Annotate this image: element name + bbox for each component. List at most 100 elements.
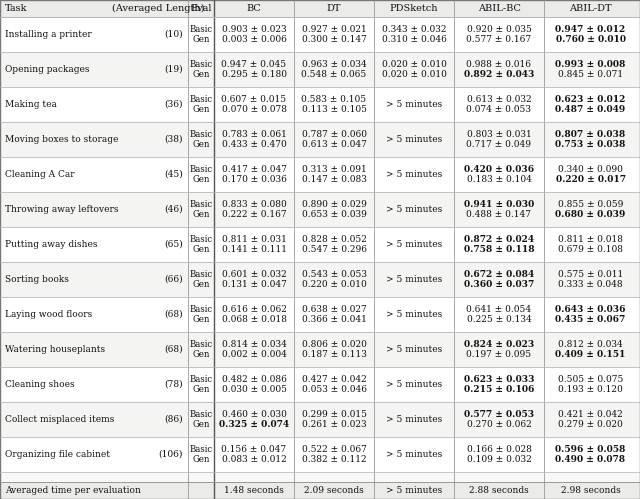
Text: Cleaning A Car: Cleaning A Car — [5, 170, 75, 179]
Text: (68): (68) — [164, 345, 183, 354]
Text: 0.409 ± 0.151: 0.409 ± 0.151 — [556, 350, 626, 359]
Text: Throwing away leftovers: Throwing away leftovers — [5, 205, 118, 214]
Text: 0.577 ± 0.053: 0.577 ± 0.053 — [464, 410, 534, 419]
Text: 0.113 ± 0.105: 0.113 ± 0.105 — [301, 105, 367, 114]
Text: Basic: Basic — [189, 305, 212, 314]
Text: 0.672 ± 0.084: 0.672 ± 0.084 — [464, 270, 534, 279]
Text: (68): (68) — [164, 310, 183, 319]
Text: Gen: Gen — [192, 420, 210, 429]
Text: 0.156 ± 0.047: 0.156 ± 0.047 — [221, 445, 287, 454]
Text: 0.993 ± 0.008: 0.993 ± 0.008 — [556, 60, 626, 69]
Text: 2.98 seconds: 2.98 seconds — [561, 486, 620, 495]
Text: 0.070 ± 0.078: 0.070 ± 0.078 — [221, 105, 287, 114]
Text: 0.170 ± 0.036: 0.170 ± 0.036 — [221, 175, 287, 184]
Text: 0.002 ± 0.004: 0.002 ± 0.004 — [221, 350, 287, 359]
Text: Task: Task — [5, 4, 28, 13]
Text: 0.197 ± 0.095: 0.197 ± 0.095 — [467, 350, 532, 359]
Text: Installing a printer: Installing a printer — [5, 30, 92, 39]
Text: 0.313 ± 0.091: 0.313 ± 0.091 — [301, 165, 366, 174]
Text: 0.623 ± 0.033: 0.623 ± 0.033 — [464, 375, 534, 384]
Text: Gen: Gen — [192, 245, 210, 254]
Text: (46): (46) — [164, 205, 183, 214]
Text: > 5 minutes: > 5 minutes — [386, 170, 442, 179]
Text: 0.482 ± 0.086: 0.482 ± 0.086 — [221, 375, 287, 384]
Text: 0.941 ± 0.030: 0.941 ± 0.030 — [464, 200, 534, 209]
Text: Basic: Basic — [189, 60, 212, 69]
Text: 0.020 ± 0.010: 0.020 ± 0.010 — [381, 60, 447, 69]
Text: 0.653 ± 0.039: 0.653 ± 0.039 — [301, 210, 367, 219]
Bar — [0, 402, 640, 437]
Text: 0.903 ± 0.023: 0.903 ± 0.023 — [221, 25, 286, 34]
Text: Basic: Basic — [189, 340, 212, 349]
Text: 0.141 ± 0.111: 0.141 ± 0.111 — [221, 245, 287, 254]
Text: Basic: Basic — [189, 130, 212, 139]
Text: 0.892 ± 0.043: 0.892 ± 0.043 — [464, 70, 534, 79]
Text: 0.596 ± 0.058: 0.596 ± 0.058 — [556, 445, 626, 454]
Bar — [0, 227, 640, 262]
Text: 2.09 seconds: 2.09 seconds — [304, 486, 364, 495]
Text: > 5 minutes: > 5 minutes — [386, 380, 442, 389]
Text: 0.577 ± 0.167: 0.577 ± 0.167 — [467, 35, 532, 44]
Text: 0.872 ± 0.024: 0.872 ± 0.024 — [464, 235, 534, 244]
Text: Gen: Gen — [192, 105, 210, 114]
Text: (10): (10) — [164, 30, 183, 39]
Text: 1.48 seconds: 1.48 seconds — [224, 486, 284, 495]
Text: 0.814 ± 0.034: 0.814 ± 0.034 — [221, 340, 287, 349]
Text: 0.643 ± 0.036: 0.643 ± 0.036 — [556, 305, 626, 314]
Text: 0.279 ± 0.020: 0.279 ± 0.020 — [558, 420, 623, 429]
Text: 0.787 ± 0.060: 0.787 ± 0.060 — [301, 130, 367, 139]
Text: > 5 minutes: > 5 minutes — [386, 415, 442, 424]
Text: 0.783 ± 0.061: 0.783 ± 0.061 — [221, 130, 287, 139]
Text: Gen: Gen — [192, 385, 210, 394]
Text: 0.807 ± 0.038: 0.807 ± 0.038 — [556, 130, 626, 139]
Text: Watering houseplants: Watering houseplants — [5, 345, 105, 354]
Text: 0.074 ± 0.053: 0.074 ± 0.053 — [467, 105, 531, 114]
Text: Gen: Gen — [192, 350, 210, 359]
Bar — [0, 17, 640, 52]
Text: 0.299 ± 0.015: 0.299 ± 0.015 — [301, 410, 367, 419]
Text: 0.547 ± 0.296: 0.547 ± 0.296 — [301, 245, 367, 254]
Text: Basic: Basic — [189, 410, 212, 419]
Text: 0.222 ± 0.167: 0.222 ± 0.167 — [221, 210, 286, 219]
Text: 0.548 ± 0.065: 0.548 ± 0.065 — [301, 70, 367, 79]
Text: 0.382 ± 0.112: 0.382 ± 0.112 — [301, 455, 366, 464]
Text: Making tea: Making tea — [5, 100, 57, 109]
Text: > 5 minutes: > 5 minutes — [386, 240, 442, 249]
Text: 0.300 ± 0.147: 0.300 ± 0.147 — [301, 35, 367, 44]
Text: Basic: Basic — [189, 235, 212, 244]
Text: 0.575 ± 0.011: 0.575 ± 0.011 — [558, 270, 623, 279]
Text: 0.490 ± 0.078: 0.490 ± 0.078 — [556, 455, 625, 464]
Text: Basic: Basic — [189, 25, 212, 34]
Text: 0.427 ± 0.042: 0.427 ± 0.042 — [301, 375, 366, 384]
Text: 0.030 ± 0.005: 0.030 ± 0.005 — [221, 385, 287, 394]
Text: 0.855 ± 0.059: 0.855 ± 0.059 — [558, 200, 623, 209]
Text: 0.310 ± 0.046: 0.310 ± 0.046 — [381, 35, 447, 44]
Text: Gen: Gen — [192, 280, 210, 289]
Bar — [0, 52, 640, 87]
Text: 0.360 ± 0.037: 0.360 ± 0.037 — [464, 280, 534, 289]
Text: 0.270 ± 0.062: 0.270 ± 0.062 — [467, 420, 531, 429]
Text: 0.193 ± 0.120: 0.193 ± 0.120 — [558, 385, 623, 394]
Text: 0.109 ± 0.032: 0.109 ± 0.032 — [467, 455, 531, 464]
Bar — [0, 122, 640, 157]
Text: Putting away dishes: Putting away dishes — [5, 240, 97, 249]
Text: 0.460 ± 0.030: 0.460 ± 0.030 — [221, 410, 287, 419]
Bar — [0, 297, 640, 332]
Text: ABIL-DT: ABIL-DT — [569, 4, 612, 13]
Text: Basic: Basic — [189, 375, 212, 384]
Text: 0.845 ± 0.071: 0.845 ± 0.071 — [558, 70, 623, 79]
Text: 0.812 ± 0.034: 0.812 ± 0.034 — [558, 340, 623, 349]
Bar — [0, 332, 640, 367]
Text: Gen: Gen — [192, 35, 210, 44]
Bar — [0, 482, 640, 499]
Text: 0.680 ± 0.039: 0.680 ± 0.039 — [556, 210, 626, 219]
Text: (45): (45) — [164, 170, 183, 179]
Text: > 5 minutes: > 5 minutes — [386, 100, 442, 109]
Text: 2.88 seconds: 2.88 seconds — [469, 486, 529, 495]
Text: 0.003 ± 0.006: 0.003 ± 0.006 — [221, 35, 287, 44]
Text: Gen: Gen — [192, 455, 210, 464]
Text: > 5 minutes: > 5 minutes — [386, 450, 442, 459]
Text: Eval: Eval — [190, 4, 212, 13]
Text: 0.947 ± 0.012: 0.947 ± 0.012 — [556, 25, 626, 34]
Text: 0.522 ± 0.067: 0.522 ± 0.067 — [301, 445, 367, 454]
